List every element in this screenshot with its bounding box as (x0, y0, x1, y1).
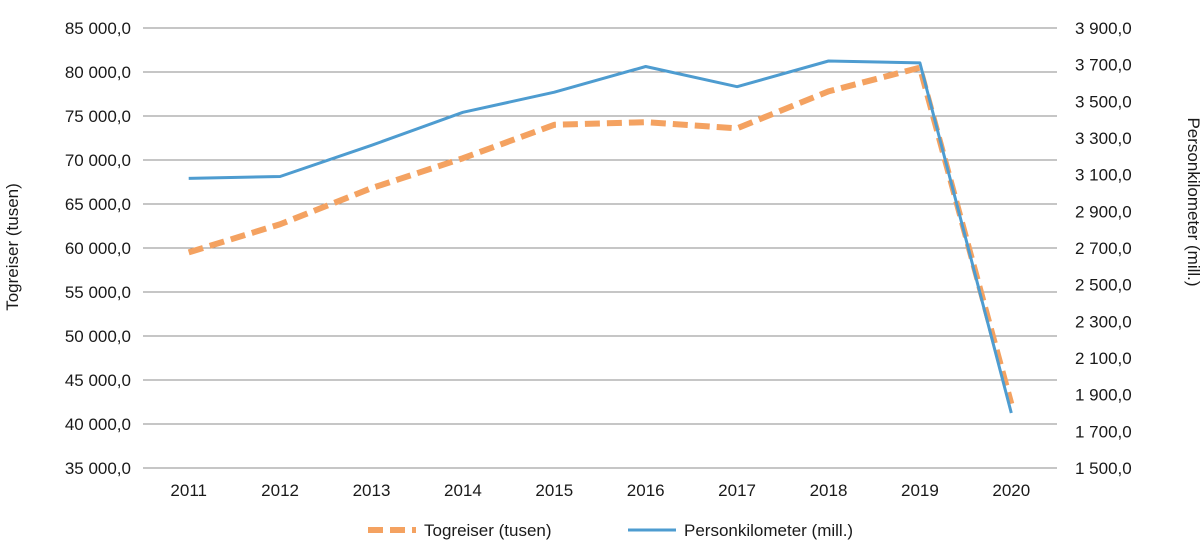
legend-label-togreiser: Togreiser (tusen) (424, 521, 552, 540)
right-tick-label: 1 500,0 (1075, 459, 1132, 478)
right-tick-label: 2 900,0 (1075, 202, 1132, 221)
left-tick-label: 65 000,0 (65, 195, 131, 214)
x-tick-label: 2017 (718, 481, 756, 500)
right-tick-label: 3 100,0 (1075, 166, 1132, 185)
x-tick-label: 2018 (810, 481, 848, 500)
left-tick-label: 40 000,0 (65, 415, 131, 434)
left-tick-label: 50 000,0 (65, 327, 131, 346)
x-tick-label: 2012 (261, 481, 299, 500)
x-axis-ticks: 2011 2012 2013 2014 2015 2016 2017 2018 2019 2020 (170, 481, 1030, 500)
left-tick-label: 35 000,0 (65, 459, 131, 478)
left-tick-label: 55 000,0 (65, 283, 131, 302)
right-tick-label: 3 900,0 (1075, 19, 1132, 38)
left-axis-title: Togreiser (tusen) (3, 183, 22, 311)
right-axis-ticks: 1 500,0 1 700,0 1 900,0 2 100,0 2 300,0 2 500… (1075, 19, 1132, 478)
x-tick-label: 2015 (535, 481, 573, 500)
right-tick-label: 2 500,0 (1075, 276, 1132, 295)
x-tick-label: 2019 (901, 481, 939, 500)
right-tick-label: 2 700,0 (1075, 239, 1132, 258)
left-tick-label: 80 000,0 (65, 63, 131, 82)
right-axis-title: Personkilometer (mill.) (1184, 117, 1200, 286)
x-tick-label: 2011 (170, 481, 207, 500)
right-tick-label: 1 900,0 (1075, 386, 1132, 405)
gridlines (143, 27, 1057, 469)
legend-label-personkilometer: Personkilometer (mill.) (684, 521, 853, 540)
x-tick-label: 2013 (353, 481, 391, 500)
x-tick-label: 2014 (444, 481, 482, 500)
left-tick-label: 60 000,0 (65, 239, 131, 258)
right-tick-label: 2 100,0 (1075, 349, 1132, 368)
left-tick-label: 70 000,0 (65, 151, 131, 170)
right-tick-label: 3 700,0 (1075, 56, 1132, 75)
left-tick-label: 75 000,0 (65, 107, 131, 126)
series-line-togreiser (187, 64, 1015, 405)
right-tick-label: 1 700,0 (1075, 422, 1132, 441)
left-tick-label: 45 000,0 (65, 371, 131, 390)
x-tick-label: 2020 (992, 481, 1030, 500)
left-tick-label: 85 000,0 (65, 19, 131, 38)
series-layer (187, 59, 1015, 414)
series-line-personkilometer (188, 59, 1013, 414)
right-tick-label: 2 300,0 (1075, 312, 1132, 331)
right-tick-label: 3 500,0 (1075, 92, 1132, 111)
left-axis-ticks: 35 000,0 40 000,0 45 000,0 50 000,0 55 000,0… (65, 19, 131, 478)
right-tick-label: 3 300,0 (1075, 129, 1132, 148)
legend: Togreiser (tusen) Personkilometer (mill.… (368, 521, 853, 540)
x-tick-label: 2016 (627, 481, 665, 500)
